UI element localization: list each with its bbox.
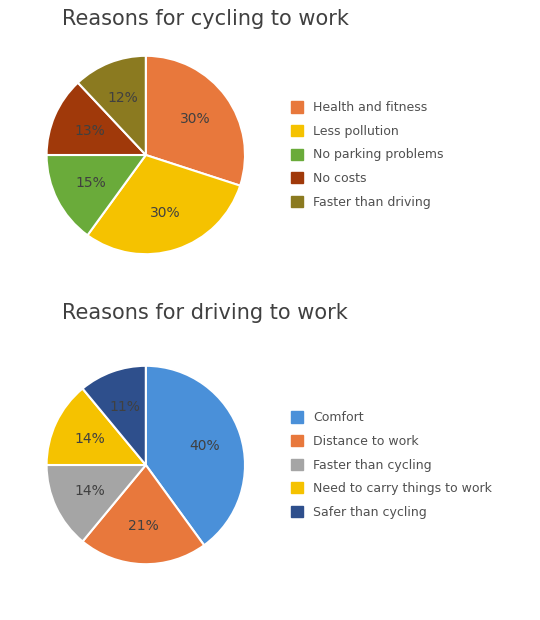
Wedge shape <box>78 56 146 155</box>
Wedge shape <box>146 56 245 185</box>
Legend: Comfort, Distance to work, Faster than cycling, Need to carry things to work, Sa: Comfort, Distance to work, Faster than c… <box>287 407 496 523</box>
Wedge shape <box>83 366 146 465</box>
Text: 15%: 15% <box>76 176 106 190</box>
Wedge shape <box>46 82 146 155</box>
Wedge shape <box>46 389 146 465</box>
Text: 14%: 14% <box>75 432 105 446</box>
Wedge shape <box>146 366 245 545</box>
Text: 30%: 30% <box>150 206 180 221</box>
Wedge shape <box>83 465 204 564</box>
Text: 14%: 14% <box>75 484 105 498</box>
Text: 40%: 40% <box>189 439 220 453</box>
Text: 13%: 13% <box>74 123 105 138</box>
Text: Reasons for driving to work: Reasons for driving to work <box>62 303 348 323</box>
Wedge shape <box>46 155 146 235</box>
Wedge shape <box>46 465 146 541</box>
Wedge shape <box>87 155 240 254</box>
Text: 30%: 30% <box>180 112 211 126</box>
Text: 21%: 21% <box>129 520 159 533</box>
Text: Reasons for cycling to work: Reasons for cycling to work <box>62 9 349 29</box>
Text: 11%: 11% <box>110 400 140 414</box>
Text: 12%: 12% <box>108 91 139 105</box>
Legend: Health and fitness, Less pollution, No parking problems, No costs, Faster than d: Health and fitness, Less pollution, No p… <box>287 97 448 213</box>
